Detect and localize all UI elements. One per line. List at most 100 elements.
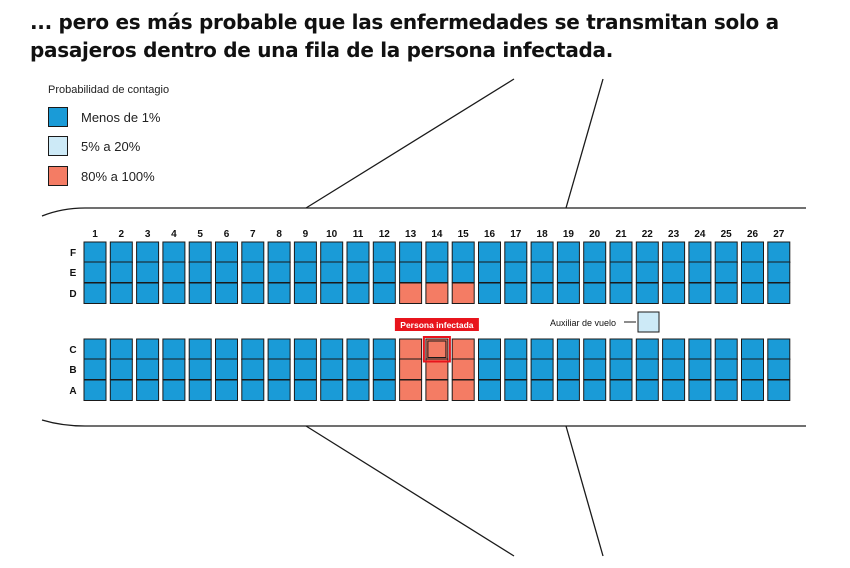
legend-swatch-low <box>48 107 68 127</box>
column-number-12: 12 <box>379 229 391 240</box>
seat-1d <box>83 282 107 304</box>
seat-4f <box>162 241 186 263</box>
seat-17d <box>504 282 528 304</box>
seat-4a <box>162 379 186 401</box>
row-letter-a: A <box>69 386 76 397</box>
seat-1a <box>83 379 107 401</box>
seat-7f <box>241 241 265 263</box>
legend-item-low: Menos de 1% <box>48 106 161 128</box>
seat-19c <box>556 338 580 360</box>
seat-3c <box>136 338 160 360</box>
seat-3e <box>136 261 160 283</box>
seat-23e <box>662 261 686 283</box>
column-number-20: 20 <box>589 229 601 240</box>
seat-20e <box>583 261 607 283</box>
seat-24f <box>688 241 712 263</box>
column-number-26: 26 <box>747 229 759 240</box>
seat-17e <box>504 261 528 283</box>
seat-20d <box>583 282 607 304</box>
column-number-7: 7 <box>250 229 256 240</box>
seat-24b <box>688 358 712 380</box>
seat-25d <box>714 282 738 304</box>
seat-13c <box>399 338 423 360</box>
seat-14f <box>425 241 449 263</box>
seat-21f <box>609 241 633 263</box>
infected-label-box <box>394 318 479 331</box>
attendant-seat <box>637 311 660 333</box>
seat-12b <box>372 358 396 380</box>
seat-18f <box>530 241 554 263</box>
seat-6a <box>215 379 238 401</box>
seat-11d <box>346 282 370 304</box>
row-letter-c: C <box>69 345 76 356</box>
seat-8f <box>267 241 291 263</box>
legend-label-low: Menos de 1% <box>81 109 161 125</box>
seat-8e <box>267 261 291 283</box>
seat-12e <box>372 261 396 283</box>
seat-22a <box>635 379 659 401</box>
legend-item-high: 80% a 100% <box>48 165 155 187</box>
seat-2c <box>109 338 133 360</box>
column-number-25: 25 <box>721 229 733 240</box>
seat-7d <box>241 282 265 304</box>
seat-27d <box>767 282 791 304</box>
seat-15e <box>451 261 475 283</box>
seat-11b <box>346 358 370 380</box>
infected-seat-marker <box>422 336 451 363</box>
seat-1c <box>83 338 107 360</box>
seat-18b <box>530 358 554 380</box>
row-letter-d: D <box>69 289 76 300</box>
seat-24e <box>688 261 712 283</box>
seat-21b <box>609 358 633 380</box>
seat-26b <box>741 358 764 380</box>
seat-5a <box>188 379 212 401</box>
annotations: Persona infectada Auxiliar de vuelo <box>394 311 660 363</box>
row-letter-e: E <box>70 268 77 279</box>
page-title: ... pero es más probable que las enferme… <box>30 10 779 62</box>
seat-8d <box>267 282 291 304</box>
seat-4b <box>162 358 186 380</box>
seat-19a <box>556 379 580 401</box>
seat-10b <box>320 358 344 380</box>
column-number-4: 4 <box>171 229 177 240</box>
seat-7a <box>241 379 265 401</box>
seat-26c <box>741 338 764 360</box>
seat-7e <box>241 261 265 283</box>
seat-1b <box>83 358 107 380</box>
seat-10f <box>320 241 344 263</box>
seat-22f <box>635 241 659 263</box>
column-number-24: 24 <box>694 229 706 240</box>
seat-10c <box>320 338 344 360</box>
seat-26d <box>741 282 764 304</box>
seat-23f <box>662 241 686 263</box>
column-number-21: 21 <box>615 229 627 240</box>
seat-21a <box>609 379 633 401</box>
legend-item-medium: 5% a 20% <box>48 135 140 157</box>
seat-20a <box>583 379 607 401</box>
seat-17a <box>504 379 528 401</box>
seat-14d <box>425 282 449 304</box>
seat-21d <box>609 282 633 304</box>
seat-2a <box>109 379 133 401</box>
wing-upper-leading-edge <box>305 78 515 209</box>
seat-23a <box>662 379 686 401</box>
seat-25f <box>714 241 738 263</box>
seat-14e <box>425 261 449 283</box>
infected-seat-inner <box>427 340 447 358</box>
seat-24a <box>688 379 712 401</box>
seat-13b <box>399 358 423 380</box>
seat-8b <box>267 358 291 380</box>
column-number-22: 22 <box>642 229 654 240</box>
seat-22e <box>635 261 659 283</box>
seat-12f <box>372 241 396 263</box>
seat-16a <box>478 379 501 401</box>
row-letter-f: F <box>70 248 76 259</box>
seat-10d <box>320 282 344 304</box>
seat-2d <box>109 282 133 304</box>
seat-11f <box>346 241 370 263</box>
wing-lower-trailing-edge <box>565 425 604 557</box>
seat-19d <box>556 282 580 304</box>
seat-11c <box>346 338 370 360</box>
seat-9c <box>293 338 317 360</box>
